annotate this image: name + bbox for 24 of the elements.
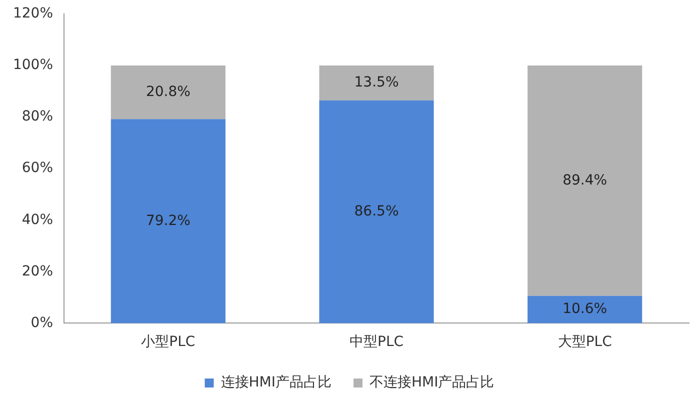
data-label: 89.4% [562, 172, 608, 188]
x-tick-label: 大型PLC [558, 334, 612, 350]
bar [110, 66, 226, 120]
bar [528, 66, 642, 296]
data-label: 10.6% [562, 301, 608, 318]
y-tick-label: 100% [12, 57, 54, 74]
data-label: 20.8% [146, 84, 190, 100]
data-label: 86.5% [354, 203, 399, 220]
y-tick-label: 40% [22, 212, 54, 228]
bar [319, 100, 434, 324]
legend-label: 不连接HMI产品占比 [370, 374, 494, 391]
y-tick-label: 80% [22, 108, 54, 125]
y-tick-label: 0% [30, 314, 54, 331]
y-tick-label: 60% [22, 160, 54, 176]
y-tick-label: 120% [12, 6, 54, 22]
x-tick-label: 小型PLC [141, 334, 196, 350]
data-label: 13.5% [354, 74, 399, 91]
legend-label: 连接HMI产品占比 [220, 374, 332, 391]
data-label: 79.2% [146, 212, 190, 229]
y-tick-label: 20% [22, 263, 54, 280]
bar [110, 119, 226, 324]
bar [319, 66, 434, 100]
x-tick-label: 中型PLC [349, 334, 404, 350]
bar [528, 296, 642, 324]
